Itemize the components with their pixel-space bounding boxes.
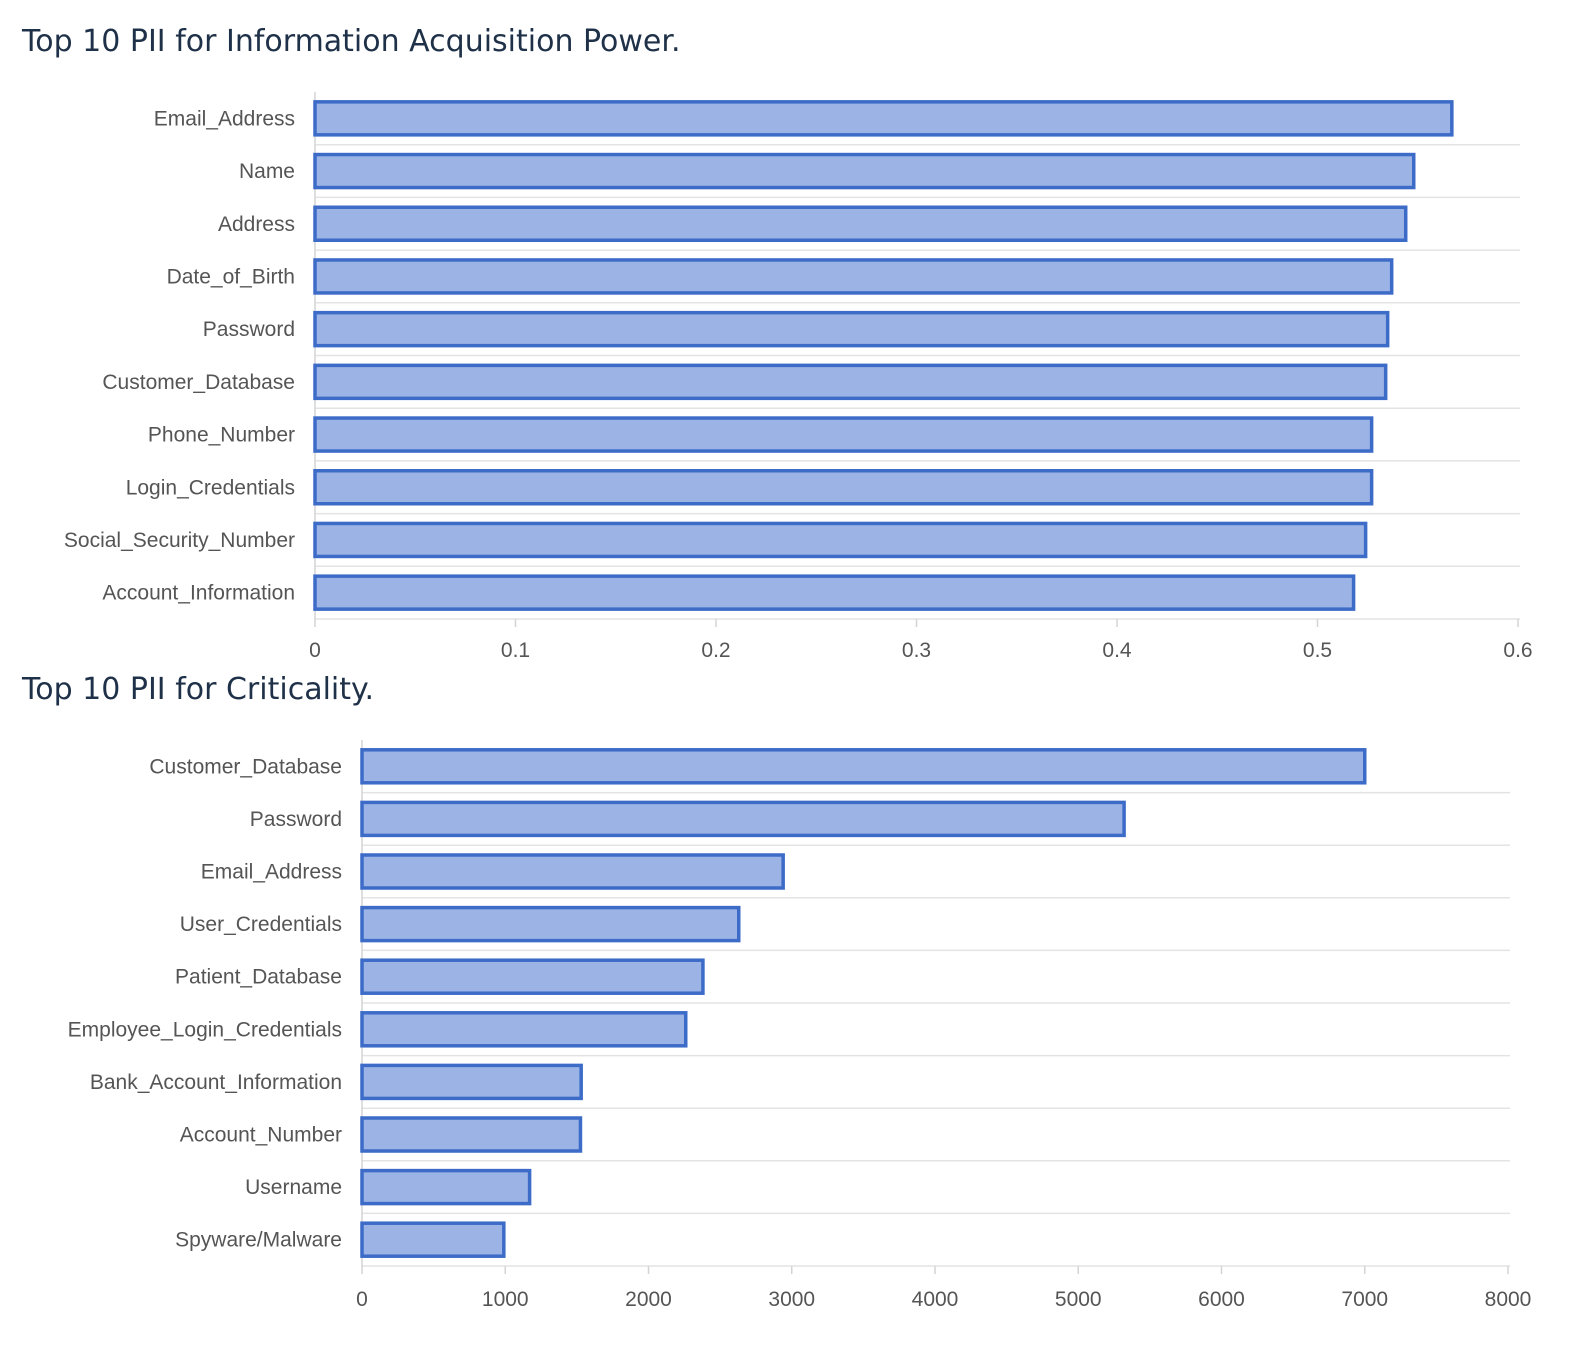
category-label: Spyware/Malware	[175, 1229, 342, 1252]
bar	[360, 1168, 532, 1206]
x-tick-label: 2000	[625, 1288, 672, 1311]
category-label: Login_Credentials	[126, 476, 295, 499]
category-label: Phone_Number	[148, 424, 295, 447]
bar	[360, 958, 705, 995]
category-label: Customer_Database	[149, 755, 342, 778]
category-label: User_Credentials	[180, 913, 342, 936]
bar	[313, 521, 1368, 559]
bar	[313, 258, 1394, 295]
x-tick-label: 0.5	[1303, 639, 1332, 662]
x-tick-label: 3000	[768, 1288, 815, 1311]
x-tick-label: 0.4	[1102, 639, 1132, 662]
x-tick-label: 0.3	[902, 639, 931, 662]
x-tick-label: 7000	[1341, 1288, 1388, 1311]
category-label: Email_Address	[201, 861, 342, 884]
bar	[313, 363, 1388, 401]
bar	[360, 1011, 688, 1048]
x-tick-label: 1000	[482, 1288, 529, 1311]
category-label: Social_Security_Number	[64, 529, 295, 552]
category-label: Email_Address	[154, 107, 295, 130]
category-label: Name	[239, 160, 295, 183]
bar	[360, 905, 741, 943]
category-label: Password	[203, 318, 295, 341]
category-label: Employee_Login_Credentials	[68, 1018, 342, 1041]
category-label: Address	[218, 213, 295, 236]
bar	[313, 152, 1416, 190]
x-tick-label: 4000	[912, 1288, 959, 1311]
x-tick-label: 0.6	[1503, 639, 1532, 662]
x-tick-label: 8000	[1485, 1288, 1532, 1311]
x-tick-label: 0	[309, 639, 321, 662]
bar	[313, 416, 1374, 453]
bar	[313, 469, 1374, 506]
chart-title-criticality: Top 10 PII for Criticality.	[22, 672, 375, 707]
acquisition-power-bar-chart: 0 0.1 0.2 0.3 0.4 0.5 0.6 Email_Address Name Addr…	[64, 92, 1533, 662]
category-label: Username	[245, 1176, 342, 1199]
x-tick-label: 0	[356, 1288, 368, 1311]
bar	[313, 574, 1356, 611]
category-label: Bank_Account_Information	[90, 1071, 342, 1094]
x-tick-label: 5000	[1055, 1288, 1102, 1311]
bar	[360, 1063, 583, 1101]
bar	[313, 205, 1408, 242]
bar	[313, 310, 1390, 348]
category-label: Customer_Database	[102, 371, 295, 394]
category-label: Password	[250, 808, 342, 831]
bar	[313, 100, 1454, 137]
bar	[360, 1116, 583, 1153]
category-label: Date_of_Birth	[167, 265, 295, 288]
x-tick-label: 6000	[1198, 1288, 1245, 1311]
bar	[360, 748, 1367, 785]
chart-title-acquisition-power: Top 10 PII for Information Acquisition P…	[22, 24, 681, 59]
bar	[360, 800, 1126, 838]
category-label: Account_Number	[180, 1124, 342, 1147]
x-tick-label: 0.2	[701, 639, 730, 662]
category-label: Account_Information	[102, 582, 295, 605]
x-tick-label: 0.1	[501, 639, 530, 662]
bar	[360, 1221, 506, 1258]
category-label: Patient_Database	[175, 966, 342, 989]
bar	[360, 853, 785, 890]
